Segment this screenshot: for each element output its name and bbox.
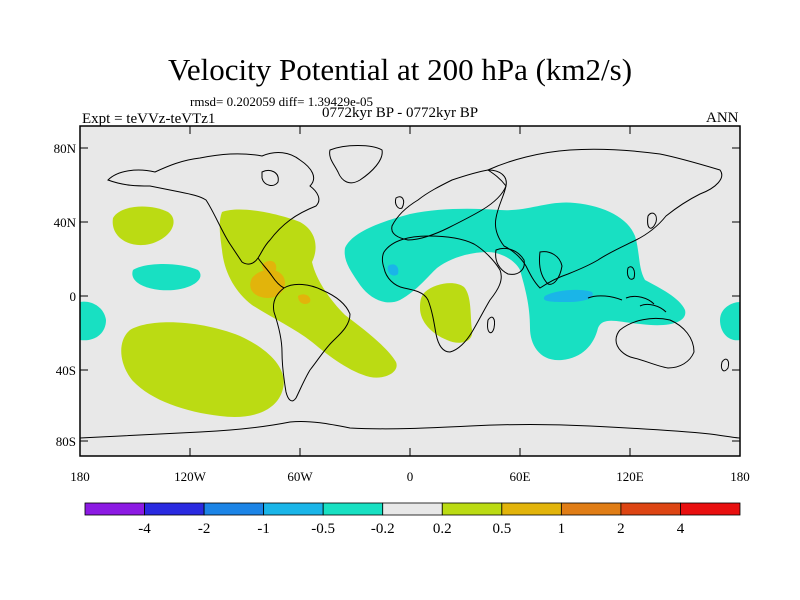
coast-antarctica bbox=[80, 421, 740, 439]
period-label: 0772kyr BP - 0772kyr BP bbox=[322, 105, 479, 121]
colorbar-label: 4 bbox=[677, 521, 685, 537]
lat-tick-label: 40S bbox=[56, 363, 76, 378]
negative-anomaly-east-pacific-east-edge bbox=[720, 302, 740, 341]
negative-core-indian-ocean bbox=[543, 289, 593, 302]
colorbar-box bbox=[144, 502, 205, 516]
experiment-label: Expt = teVVz-teVTz1 bbox=[82, 111, 216, 127]
colorbar-box bbox=[84, 502, 145, 516]
lon-tick-label: 0 bbox=[407, 469, 414, 484]
lon-tick-label: 60E bbox=[510, 469, 531, 484]
lon-tick-label: 120E bbox=[616, 469, 644, 484]
positive-anomaly-south-pacific bbox=[121, 322, 284, 417]
colorbar-label: -4 bbox=[138, 521, 151, 537]
coast-indonesia bbox=[587, 295, 667, 313]
negative-anomaly-eurasia-indo-pacific bbox=[344, 202, 686, 361]
coast-britain bbox=[395, 196, 405, 209]
lon-tick-label: 180 bbox=[70, 469, 90, 484]
coast-hudson-bay bbox=[261, 169, 279, 186]
positive-anomaly-north-pacific bbox=[112, 206, 174, 246]
coastlines bbox=[80, 145, 740, 439]
lat-tick-label: 80N bbox=[54, 141, 77, 156]
coast-philippines bbox=[627, 266, 635, 280]
coast-north-america bbox=[107, 152, 320, 265]
negative-anomaly-east-pacific-west-edge bbox=[80, 301, 106, 341]
positive-core-amazon bbox=[298, 294, 311, 304]
lon-tick-label: 60W bbox=[287, 469, 313, 484]
coast-madagascar bbox=[487, 316, 495, 334]
colorbar-label: 0.5 bbox=[492, 521, 511, 537]
coast-asia bbox=[486, 148, 723, 289]
lat-tick-label: 80S bbox=[56, 434, 76, 449]
coast-africa bbox=[382, 235, 502, 353]
coast-india bbox=[539, 251, 563, 285]
negative-core-africa bbox=[387, 264, 399, 276]
coast-japan bbox=[647, 212, 657, 229]
lon-tick-label: 180 bbox=[730, 469, 750, 484]
stats-line: rmsd= 0.202059 diff= 1.39429e-05 bbox=[190, 94, 374, 109]
colorbar-label: -0.5 bbox=[311, 521, 335, 537]
coast-new-zealand bbox=[721, 358, 729, 372]
colorbar-box bbox=[560, 502, 622, 516]
coast-australia bbox=[615, 317, 695, 369]
colorbar-label: 1 bbox=[558, 521, 566, 537]
longitude-ticks: 180 120W 60W 0 60E 120E 180 bbox=[70, 126, 750, 484]
coast-arabia bbox=[495, 247, 525, 275]
latitude-ticks: 80N 40N 0 40S 80S bbox=[54, 141, 740, 449]
lat-tick-label: 40N bbox=[54, 215, 77, 230]
season-label: ANN bbox=[706, 110, 739, 126]
colorbar-box bbox=[441, 502, 503, 516]
colorbar-box bbox=[680, 502, 741, 516]
colorbar-label: -1 bbox=[257, 521, 270, 537]
colorbar-box bbox=[501, 502, 562, 516]
colorbar-label: 2 bbox=[617, 521, 625, 537]
colorbar-box bbox=[382, 502, 443, 516]
contour-fill-layer bbox=[80, 145, 740, 439]
colorbar-label: 0.2 bbox=[433, 521, 452, 537]
lat-tick-label: 0 bbox=[70, 289, 77, 304]
positive-anomaly-south-atlantic bbox=[420, 283, 473, 343]
colorbar: -4 -2 -1 -0.5 -0.2 0.2 0.5 1 2 4 bbox=[84, 502, 741, 537]
colorbar-label: -2 bbox=[198, 521, 211, 537]
positive-core-central-america bbox=[262, 260, 277, 274]
positive-anomaly-americas bbox=[219, 209, 397, 378]
positive-core-south-america bbox=[250, 269, 286, 298]
map-title: Velocity Potential at 200 hPa (km2/s) bbox=[167, 52, 633, 87]
coast-south-america bbox=[273, 283, 351, 402]
colorbar-label: -0.2 bbox=[371, 521, 395, 537]
colorbar-box bbox=[263, 502, 324, 516]
colorbar-box bbox=[322, 502, 384, 516]
colorbar-box bbox=[203, 502, 265, 516]
colorbar-box bbox=[620, 502, 681, 516]
coast-central-america bbox=[257, 257, 285, 289]
negative-anomaly-pacific bbox=[132, 264, 201, 291]
coast-greenland bbox=[329, 145, 383, 184]
lon-tick-label: 120W bbox=[174, 469, 207, 484]
